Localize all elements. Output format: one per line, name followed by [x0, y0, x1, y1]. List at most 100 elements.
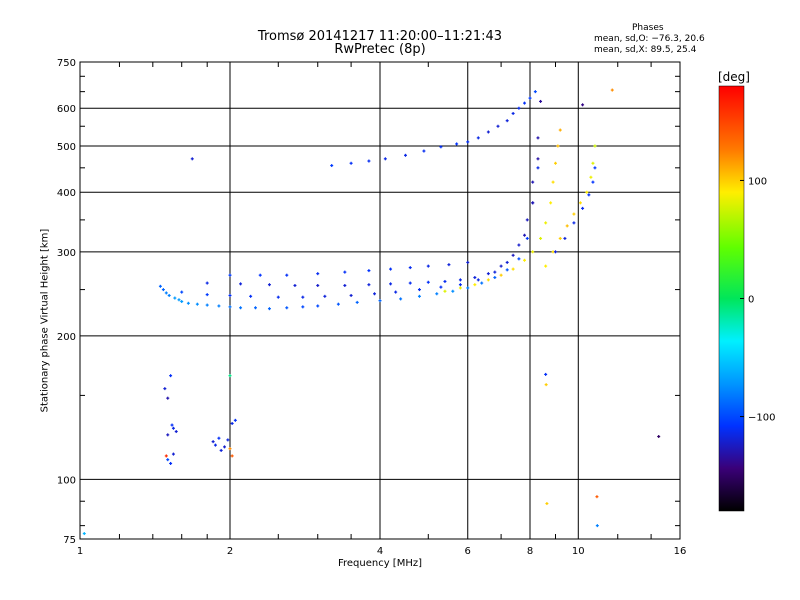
data-point: [539, 236, 543, 240]
x-tick-label: 1: [77, 546, 83, 557]
data-point: [389, 282, 393, 286]
data-point: [525, 218, 529, 222]
data-point: [173, 296, 177, 300]
data-point: [195, 302, 199, 306]
y-tick-label: 600: [57, 104, 76, 115]
data-point: [316, 272, 320, 276]
data-point: [226, 438, 230, 442]
data-point: [417, 288, 421, 292]
data-point: [544, 383, 548, 387]
data-point: [589, 175, 593, 179]
y-axis-title: Stationary phase Virtual Height [km]: [39, 228, 51, 413]
data-point: [330, 164, 334, 168]
data-point: [486, 130, 490, 134]
data-point: [253, 306, 257, 310]
data-point: [466, 140, 470, 144]
data-point: [439, 145, 443, 149]
x-tick-label: 2: [227, 546, 233, 557]
data-point: [531, 250, 535, 254]
data-point: [163, 387, 167, 391]
data-point: [180, 300, 184, 304]
data-point: [316, 304, 320, 308]
data-point: [161, 288, 165, 292]
data-point: [545, 502, 549, 506]
data-point: [505, 268, 509, 272]
data-point: [486, 278, 490, 282]
data-point: [167, 293, 171, 297]
data-point: [558, 236, 562, 240]
data-point: [422, 149, 426, 153]
data-point: [505, 260, 509, 264]
data-points: [82, 88, 661, 536]
data-point: [276, 295, 280, 299]
data-point: [169, 461, 173, 465]
data-point: [517, 257, 521, 261]
data-point: [455, 142, 459, 146]
data-point: [536, 157, 540, 161]
data-point: [349, 161, 353, 165]
data-point: [458, 278, 462, 282]
data-point: [217, 436, 221, 440]
data-point: [499, 273, 503, 277]
data-point: [267, 307, 271, 311]
data-point: [349, 293, 353, 297]
data-point: [581, 103, 585, 107]
data-point: [171, 452, 175, 456]
stats-x-mode: mean, sd,X: 89.5, 25.4: [594, 45, 697, 55]
data-point: [367, 283, 371, 287]
chart-title-line2: RwPretec (8p): [334, 42, 426, 57]
data-point: [517, 106, 521, 110]
stats-title: Phases: [632, 23, 664, 33]
data-point: [408, 281, 412, 285]
data-point: [528, 96, 532, 100]
data-point: [533, 90, 537, 94]
y-tick-label: 200: [57, 332, 76, 343]
data-point: [536, 136, 540, 140]
data-point: [549, 201, 553, 205]
data-point: [499, 264, 503, 268]
data-point: [293, 283, 297, 287]
data-point: [205, 303, 209, 307]
data-point: [285, 306, 289, 310]
data-point: [539, 99, 543, 103]
data-point: [177, 298, 181, 302]
data-point: [544, 372, 548, 376]
x-tick-label: 4: [377, 546, 383, 557]
data-point: [591, 180, 595, 184]
data-point: [169, 374, 173, 378]
colorbar-tick-label: 0: [748, 295, 754, 306]
data-point: [553, 161, 557, 165]
data-point: [258, 273, 262, 277]
data-point: [486, 272, 490, 276]
x-tick-label: 6: [465, 546, 471, 557]
colorbar-tick-label: −100: [748, 413, 775, 424]
data-point: [230, 421, 234, 425]
data-point: [164, 454, 168, 458]
data-point: [657, 435, 661, 439]
data-point: [517, 243, 521, 247]
data-point: [458, 286, 462, 290]
data-point: [451, 289, 455, 293]
data-point: [219, 448, 223, 452]
data-point: [403, 153, 407, 157]
data-point: [373, 292, 377, 296]
data-point: [476, 136, 480, 140]
data-point: [205, 281, 209, 285]
data-point: [217, 304, 221, 308]
data-point: [544, 221, 548, 225]
data-point: [228, 447, 232, 451]
data-point: [439, 285, 443, 289]
data-point: [170, 423, 174, 427]
data-point: [536, 166, 540, 170]
stats-o-mode: mean, sd,O: −76.3, 20.6: [594, 34, 705, 44]
data-point: [523, 233, 527, 237]
data-point: [174, 430, 178, 434]
data-point: [531, 180, 535, 184]
data-point: [158, 284, 162, 288]
data-point: [417, 294, 421, 298]
data-point: [493, 270, 497, 274]
y-tick-label: 100: [57, 475, 76, 486]
grid-lines: [80, 62, 680, 539]
data-point: [301, 305, 305, 309]
data-point: [511, 253, 515, 257]
